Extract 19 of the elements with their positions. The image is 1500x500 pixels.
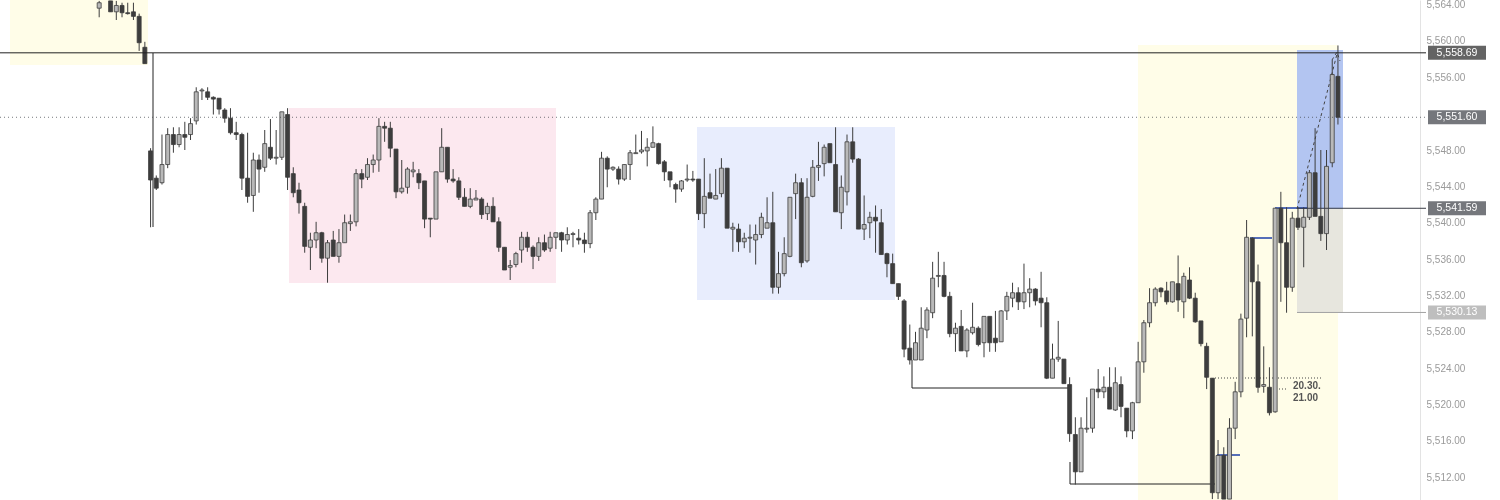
ref-line-label: 5,541.59: [1436, 201, 1478, 214]
ref-line-label: 5,530.13: [1436, 305, 1478, 318]
y-tick-label: 5,524.00: [1426, 362, 1466, 374]
y-tick-label: 5,564.00: [1426, 0, 1466, 11]
y-tick-label: 5,560.00: [1426, 35, 1466, 47]
y-tick-label: 5,556.00: [1426, 71, 1466, 83]
y-tick-label: 5,520.00: [1426, 399, 1466, 411]
ref-line-label: 5,558.69: [1436, 45, 1478, 58]
y-tick-label: 5,528.00: [1426, 326, 1466, 338]
y-tick-label: 5,548.00: [1426, 144, 1466, 156]
y-tick-label: 5,536.00: [1426, 253, 1466, 265]
annotation: 21.00: [1293, 392, 1319, 403]
y-tick-label: 5,532.00: [1426, 289, 1466, 301]
ref-line-label: 5,551.60: [1436, 110, 1478, 123]
y-tick-label: 5,512.00: [1426, 471, 1466, 483]
annotation: 20.30.: [1293, 380, 1322, 391]
y-tick-label: 5,516.00: [1426, 435, 1466, 447]
y-tick-label: 5,540.00: [1426, 217, 1466, 229]
y-tick-label: 5,544.00: [1426, 180, 1466, 192]
